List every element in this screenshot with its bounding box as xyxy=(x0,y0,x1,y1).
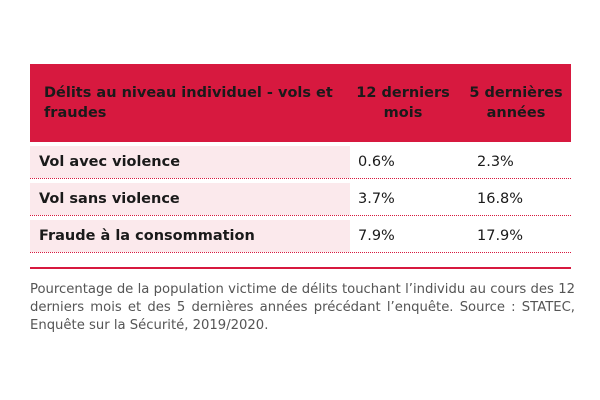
row-value-12-months: 0.6% xyxy=(358,154,395,170)
crime-table: Délits au niveau individuel - vols et fr… xyxy=(30,64,571,253)
row-value-5-years: 16.8% xyxy=(477,191,524,207)
table-row: Fraude à la consommation 7.9% 17.9% xyxy=(30,220,571,253)
table-row: Vol sans violence 3.7% 16.8% xyxy=(30,183,571,216)
row-label: Fraude à la consommation xyxy=(30,220,350,252)
header-5-years: 5 dernières années xyxy=(469,85,563,121)
table-row: Vol avec violence 0.6% 2.3% xyxy=(30,146,571,179)
row-value-5-years: 17.9% xyxy=(477,228,524,244)
row-value-12-months: 3.7% xyxy=(358,191,395,207)
table-caption: Pourcentage de la population victime de … xyxy=(30,281,575,335)
table-header: Délits au niveau individuel - vols et fr… xyxy=(30,64,571,142)
caption-text: Pourcentage de la population victime de … xyxy=(30,282,575,315)
header-description: Délits au niveau individuel - vols et fr… xyxy=(44,85,333,121)
table-bottom-rule xyxy=(30,267,571,269)
row-label: Vol sans violence xyxy=(30,183,350,215)
row-value-12-months: 7.9% xyxy=(358,228,395,244)
row-value-5-years: 2.3% xyxy=(477,154,514,170)
header-12-months: 12 derniers mois xyxy=(356,85,450,121)
caption-source: Source : STATEC, Enquête sur la Sécurité… xyxy=(30,300,575,333)
row-label: Vol avec violence xyxy=(30,146,350,178)
